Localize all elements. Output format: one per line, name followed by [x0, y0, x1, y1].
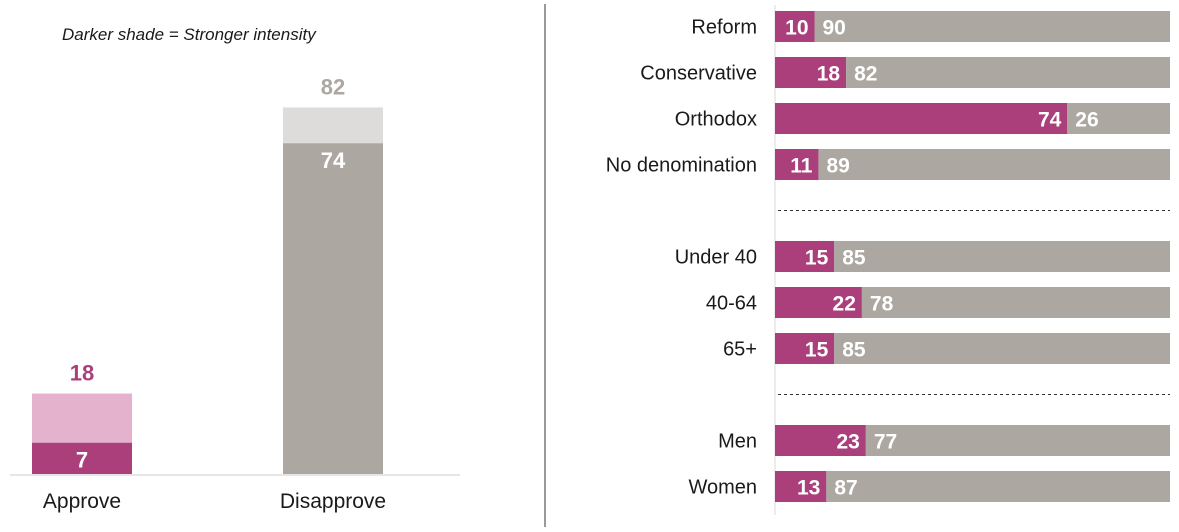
approve-strong-bar	[32, 442, 132, 474]
men-disapprove-bar	[865, 425, 1170, 456]
65-approve-value: 15	[805, 339, 829, 362]
disapprove-total-bar	[283, 107, 383, 144]
no-denomination-approve-value: 11	[790, 155, 813, 178]
orthodox-approve-value: 74	[1038, 109, 1062, 132]
40-64-row-label: 40-64	[706, 293, 757, 315]
women-approve-bar	[775, 471, 827, 502]
no-denomination-disapprove-value: 89	[826, 155, 849, 178]
no-denomination-approve-bar	[775, 149, 819, 180]
approve-total-label: 18	[70, 361, 94, 386]
approve-total-bar	[32, 393, 132, 443]
men-row-label: Men	[718, 431, 757, 453]
orthodox-approve-bar	[775, 103, 1068, 134]
65-disapprove-bar	[834, 333, 1170, 364]
conservative-disapprove-bar	[846, 57, 1170, 88]
reform-row-label: Reform	[691, 17, 757, 39]
men-approve-value: 23	[836, 431, 859, 454]
reform-disapprove-value: 90	[823, 17, 846, 40]
under-40-approve-bar	[775, 241, 835, 272]
under-40-disapprove-bar	[834, 241, 1170, 272]
intensity-note: Darker shade = Stronger intensity	[62, 25, 317, 44]
conservative-approve-value: 18	[817, 63, 841, 86]
40-64-approve-bar	[775, 287, 862, 318]
overall-bar-chart: 18 7 Approve 82 74 Disapprove	[10, 74, 460, 513]
approve-category-label: Approve	[43, 490, 121, 513]
40-64-disapprove-bar	[861, 287, 1170, 318]
disapprove-strong-bar	[283, 143, 383, 474]
disapprove-total-label: 82	[321, 74, 345, 99]
40-64-approve-value: 22	[833, 293, 856, 316]
conservative-disapprove-value: 82	[854, 63, 877, 86]
orthodox-disapprove-bar	[1067, 103, 1170, 134]
women-row-label: Women	[688, 477, 757, 499]
men-disapprove-value: 77	[874, 431, 897, 454]
women-approve-value: 13	[797, 477, 820, 500]
conservative-approve-bar	[775, 57, 847, 88]
orthodox-disapprove-value: 26	[1075, 109, 1098, 132]
reform-approve-bar	[775, 11, 815, 42]
under-40-row-label: Under 40	[675, 247, 757, 269]
women-disapprove-value: 87	[834, 477, 857, 500]
no-denomination-row-label: No denomination	[606, 155, 757, 177]
conservative-row-label: Conservative	[640, 63, 757, 85]
65-disapprove-value: 85	[842, 339, 866, 362]
women-disapprove-bar	[826, 471, 1170, 502]
40-64-disapprove-value: 78	[870, 293, 894, 316]
orthodox-row-label: Orthodox	[675, 109, 757, 131]
under-40-approve-value: 15	[805, 247, 829, 270]
no-denomination-disapprove-bar	[818, 149, 1170, 180]
reform-disapprove-bar	[814, 11, 1170, 42]
approve-strong-label: 7	[76, 448, 88, 473]
disapprove-strong-label: 74	[321, 148, 346, 173]
under-40-disapprove-value: 85	[842, 247, 866, 270]
group-bar-chart: Reform 10 90 Conservative 18 82 Orthodox 74 26 No…	[606, 5, 1170, 515]
disapprove-category-label: Disapprove	[280, 490, 386, 513]
reform-approve-value: 10	[785, 17, 808, 40]
65-row-label: 65+	[723, 339, 757, 361]
men-approve-bar	[775, 425, 866, 456]
65-approve-bar	[775, 333, 835, 364]
